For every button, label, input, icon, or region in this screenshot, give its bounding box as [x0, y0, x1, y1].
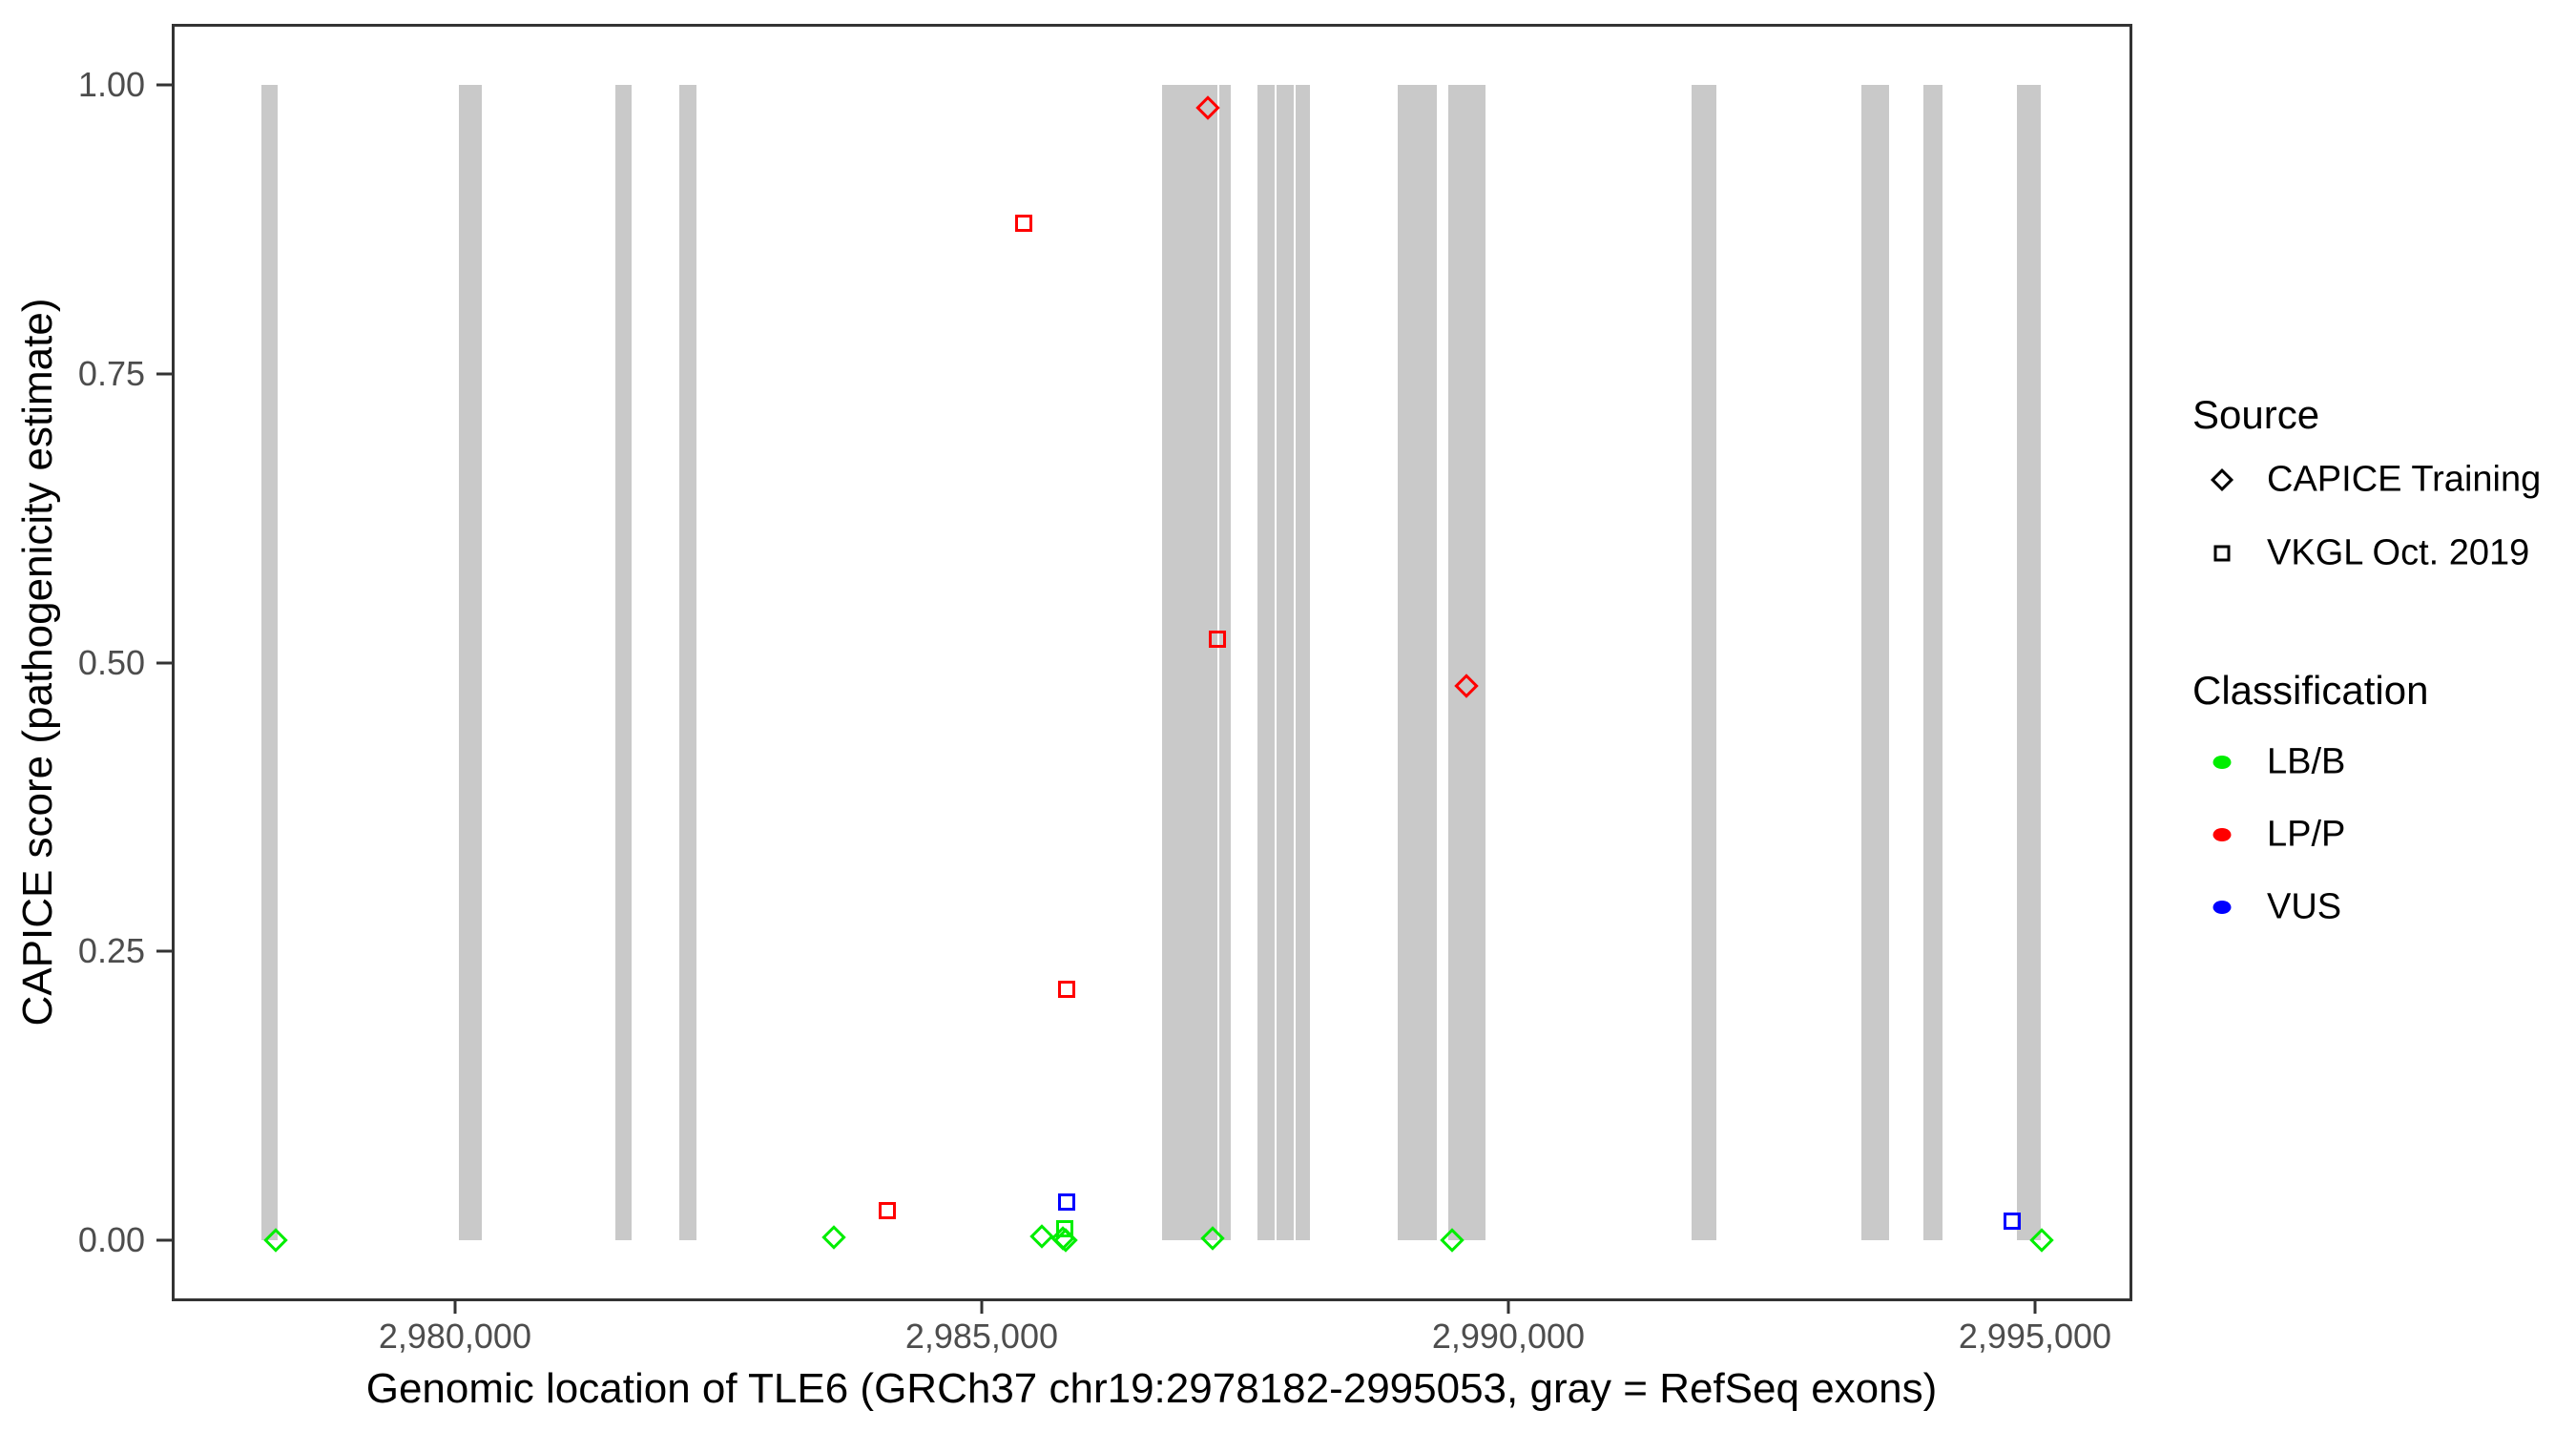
- y-tick-label: 0.25: [77, 931, 145, 971]
- refseq-exon-bar: [679, 84, 696, 1241]
- legend-classification-item-label: LB/B: [2267, 741, 2346, 782]
- legend-source-title: Source: [2192, 392, 2320, 437]
- classification-dot-icon: [2212, 828, 2232, 841]
- x-tick-mark: [2033, 1298, 2037, 1314]
- x-tick-label: 2,990,000: [1431, 1317, 1586, 1356]
- variant-point-square: [1015, 215, 1033, 232]
- refseq-exon-bar: [1922, 84, 1942, 1241]
- y-tick-label: 1.00: [77, 64, 145, 104]
- legend-classification-item-label: VUS: [2267, 886, 2342, 927]
- diamond-legend-key-icon: [2210, 467, 2234, 492]
- refseq-exon-bar: [260, 84, 279, 1241]
- x-tick-mark: [980, 1298, 984, 1314]
- legend-source-item-label: CAPICE Training: [2267, 459, 2542, 500]
- legend-classification-title: Classification: [2192, 668, 2429, 713]
- x-tick-label: 2,995,000: [1958, 1317, 2112, 1356]
- y-tick-label: 0.00: [77, 1220, 145, 1260]
- refseq-exon-bar: [1692, 84, 1716, 1241]
- variant-point-square: [1058, 981, 1076, 999]
- refseq-exon-bar: [458, 84, 483, 1241]
- refseq-exon-bar: [1162, 84, 1218, 1241]
- legend-classification-item-label: LP/P: [2267, 814, 2346, 855]
- variant-point-diamond: [1029, 1223, 1054, 1249]
- y-tick-mark: [156, 83, 172, 87]
- y-tick-label: 0.50: [77, 642, 145, 682]
- plot-area: [172, 24, 2132, 1301]
- x-tick-label: 2,985,000: [904, 1317, 1058, 1356]
- refseq-exon-bar: [614, 84, 632, 1241]
- refseq-exon-bar: [1218, 84, 1232, 1241]
- refseq-exon-bar: [1398, 84, 1437, 1241]
- x-tick-mark: [453, 1298, 457, 1314]
- variant-point-diamond: [821, 1225, 847, 1250]
- refseq-exon-bar: [2017, 84, 2041, 1241]
- variant-point-square: [1058, 1193, 1076, 1212]
- x-tick-mark: [1506, 1298, 1510, 1314]
- y-tick-mark: [156, 949, 172, 953]
- variant-point-square: [2003, 1212, 2021, 1230]
- square-legend-key-icon: [2213, 545, 2231, 562]
- y-tick-label: 0.75: [77, 353, 145, 393]
- variant-point-square: [1209, 631, 1227, 649]
- y-tick-mark: [156, 661, 172, 664]
- refseq-exon-bar: [1860, 84, 1890, 1241]
- y-tick-mark: [156, 1238, 172, 1242]
- y-tick-mark: [156, 372, 172, 376]
- variant-point-square: [878, 1201, 896, 1219]
- refseq-exon-bar: [1257, 84, 1275, 1241]
- classification-dot-icon: [2212, 901, 2232, 914]
- x-axis-title: Genomic location of TLE6 (GRCh37 chr19:2…: [365, 1365, 1938, 1412]
- classification-dot-icon: [2212, 756, 2232, 769]
- legend-source-item-label: VKGL Oct. 2019: [2267, 532, 2530, 573]
- y-axis-title: CAPICE score (pathogenicity estimate): [14, 298, 61, 1027]
- refseq-exon-bar: [1277, 84, 1295, 1241]
- refseq-exon-bar: [1295, 84, 1310, 1241]
- x-tick-label: 2,980,000: [378, 1317, 531, 1356]
- refseq-exon-bar: [1448, 84, 1486, 1241]
- variant-point-square: [1056, 1220, 1074, 1238]
